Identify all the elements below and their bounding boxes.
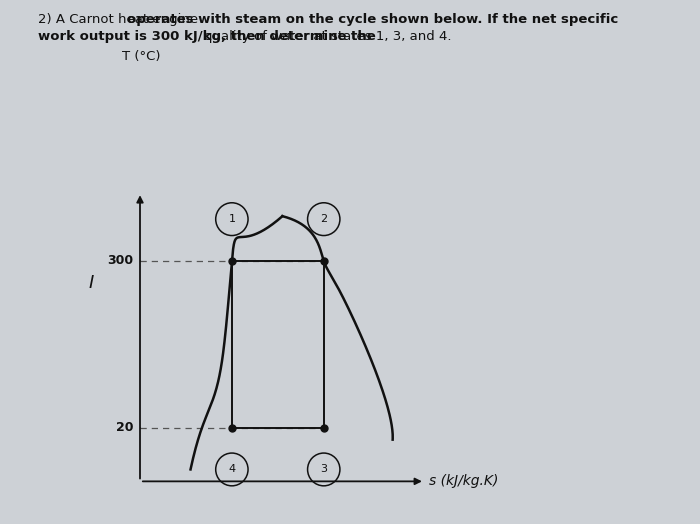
Text: 3: 3 <box>321 464 328 474</box>
Text: T (°C): T (°C) <box>122 50 161 63</box>
Text: s (kJ/kg.K): s (kJ/kg.K) <box>429 474 499 488</box>
Text: work output is 300 kJ/kg, then determine the: work output is 300 kJ/kg, then determine… <box>38 30 381 43</box>
Text: 4: 4 <box>228 464 235 474</box>
Text: quality of water at states 1, 3, and 4.: quality of water at states 1, 3, and 4. <box>204 30 452 43</box>
Text: I: I <box>88 274 94 292</box>
Text: 2: 2 <box>320 214 328 224</box>
Text: 300: 300 <box>107 254 134 267</box>
Text: 2) A Carnot heat engine: 2) A Carnot heat engine <box>38 13 203 26</box>
Text: 1: 1 <box>228 214 235 224</box>
Text: 20: 20 <box>116 421 134 434</box>
Text: operates with steam on the cycle shown below. If the net specific: operates with steam on the cycle shown b… <box>127 13 618 26</box>
